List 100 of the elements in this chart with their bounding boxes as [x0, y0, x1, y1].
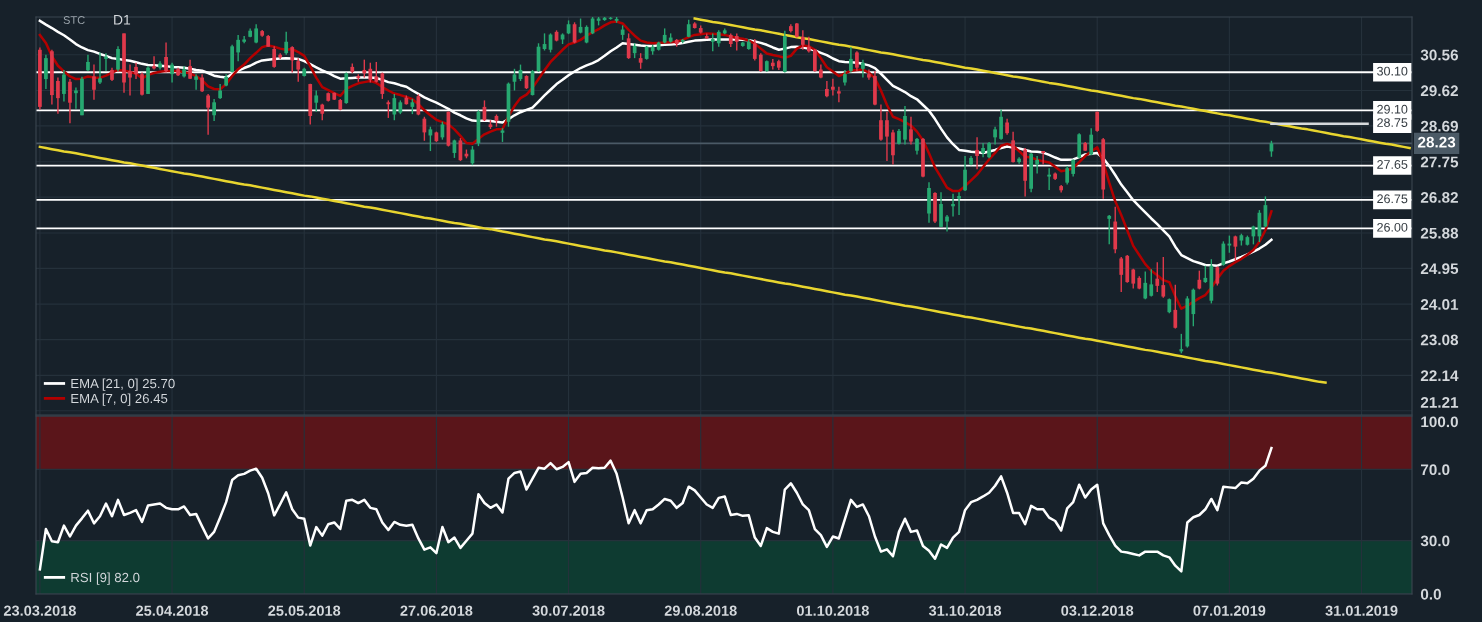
candlestick [116, 45, 120, 72]
candlestick [1107, 214, 1112, 246]
candlestick [1047, 167, 1052, 191]
candlestick [62, 69, 66, 103]
candlestick [1131, 268, 1136, 290]
x-tick-label: 07.01.2019 [1193, 605, 1266, 616]
x-tick-label: 25.04.2018 [136, 605, 209, 616]
y-tick-label: 27.75 [1420, 156, 1459, 168]
candlestick [957, 191, 961, 216]
y-tick-label: 70.0 [1420, 464, 1450, 476]
candlestick [290, 45, 295, 74]
candlestick [999, 108, 1003, 141]
candlestick [1149, 268, 1154, 298]
candlestick [272, 45, 277, 69]
legend-label: RSI [9] 82.0 [71, 572, 140, 585]
annotation: STC [63, 16, 85, 24]
candlestick [855, 50, 859, 72]
candlestick [170, 62, 174, 84]
candlestick [212, 98, 216, 122]
x-tick-label: 31.01.2019 [1325, 605, 1398, 616]
candlestick [194, 73, 198, 91]
x-tick-label: 23.03.2018 [3, 605, 76, 616]
candlestick [885, 111, 889, 162]
candlestick [837, 86, 841, 104]
candlestick [1011, 130, 1015, 164]
line-series [693, 17, 1411, 150]
y-tick-label: 29.62 [1420, 85, 1458, 97]
candlestick [1143, 270, 1148, 300]
candlestick [206, 93, 210, 136]
candlestick [758, 52, 763, 73]
candlestick [1095, 110, 1100, 133]
candlestick [392, 93, 397, 121]
y-tick-label: 25.88 [1420, 227, 1459, 239]
candlestick [879, 103, 883, 142]
candlestick [1119, 256, 1124, 293]
candlestick [752, 38, 757, 62]
annotation: 28.75 [1377, 118, 1408, 127]
x-tick-label: 31.10.2018 [928, 605, 1002, 616]
candlestick [1089, 127, 1094, 156]
candlestick [891, 129, 895, 166]
y-tick-label: 24.01 [1420, 299, 1459, 310]
ref-line-label: 28.23 [1418, 136, 1456, 148]
ref-line-label: 26.00 [1377, 222, 1408, 232]
candlestick [284, 31, 289, 56]
candlestick [68, 78, 72, 124]
x-tick-label: 30.07.2018 [532, 605, 605, 616]
candlestick [800, 29, 805, 51]
candlestick [368, 62, 373, 84]
candlestick [1155, 261, 1160, 293]
candlestick [98, 51, 102, 85]
legend-label: EMA [21, 0] 25.70 [71, 378, 175, 391]
candlestick [1215, 265, 1220, 287]
candlestick [1077, 132, 1082, 159]
candlestick [903, 105, 907, 146]
candlestick [861, 58, 865, 79]
y-tick-label: 23.08 [1420, 334, 1459, 346]
y-tick-label: 30.56 [1420, 49, 1459, 61]
candlestick [1041, 150, 1046, 166]
ref-line-label: 29.10 [1377, 104, 1408, 114]
candlestick [44, 54, 48, 90]
candlestick [236, 34, 241, 62]
candlestick [1035, 155, 1039, 175]
x-tick-label: 01.10.2018 [796, 605, 869, 616]
candlestick [770, 58, 775, 71]
candlestick [314, 89, 319, 113]
x-tick-label: 27.06.2018 [400, 605, 473, 616]
x-tick-label: 25.05.2018 [268, 605, 341, 616]
candlestick [92, 63, 96, 101]
y-tick-label: 28.69 [1420, 120, 1458, 132]
candlestick [164, 41, 168, 74]
x-tick-label: 29.08.2018 [664, 605, 737, 616]
candlestick [813, 48, 817, 73]
candlestick [975, 136, 979, 171]
y-tick-label: 21.21 [1420, 396, 1459, 408]
candlestick [831, 78, 835, 97]
candlestick [374, 61, 379, 84]
x-tick-label: 03.12.2018 [1061, 605, 1134, 616]
candlestick [1065, 165, 1070, 186]
candlestick [128, 63, 132, 97]
candlestick [849, 46, 853, 74]
legend-label: EMA [7, 0] 26.45 [71, 393, 168, 406]
ref-line-label: 27.65 [1377, 160, 1408, 169]
candlestick [939, 191, 943, 228]
candlestick [981, 142, 985, 158]
candlestick [806, 36, 811, 54]
candlestick [945, 214, 949, 233]
candlestick [1161, 256, 1166, 299]
y-tick-label: 26.82 [1420, 192, 1458, 203]
candlestick [56, 76, 60, 115]
candlestick [909, 116, 913, 146]
y-tick-label: 24.95 [1420, 263, 1459, 275]
candlestick [296, 57, 301, 83]
candlestick [963, 155, 967, 192]
y-tick-label: 100.0 [1421, 416, 1458, 428]
candlestick [380, 71, 385, 100]
y-tick-label: 30.0 [1420, 535, 1450, 547]
y-tick-label: 0.0 [1420, 588, 1441, 600]
annotation: D1 [114, 15, 131, 25]
y-tick-label: 22.14 [1420, 370, 1459, 381]
candlestick [1173, 284, 1178, 330]
